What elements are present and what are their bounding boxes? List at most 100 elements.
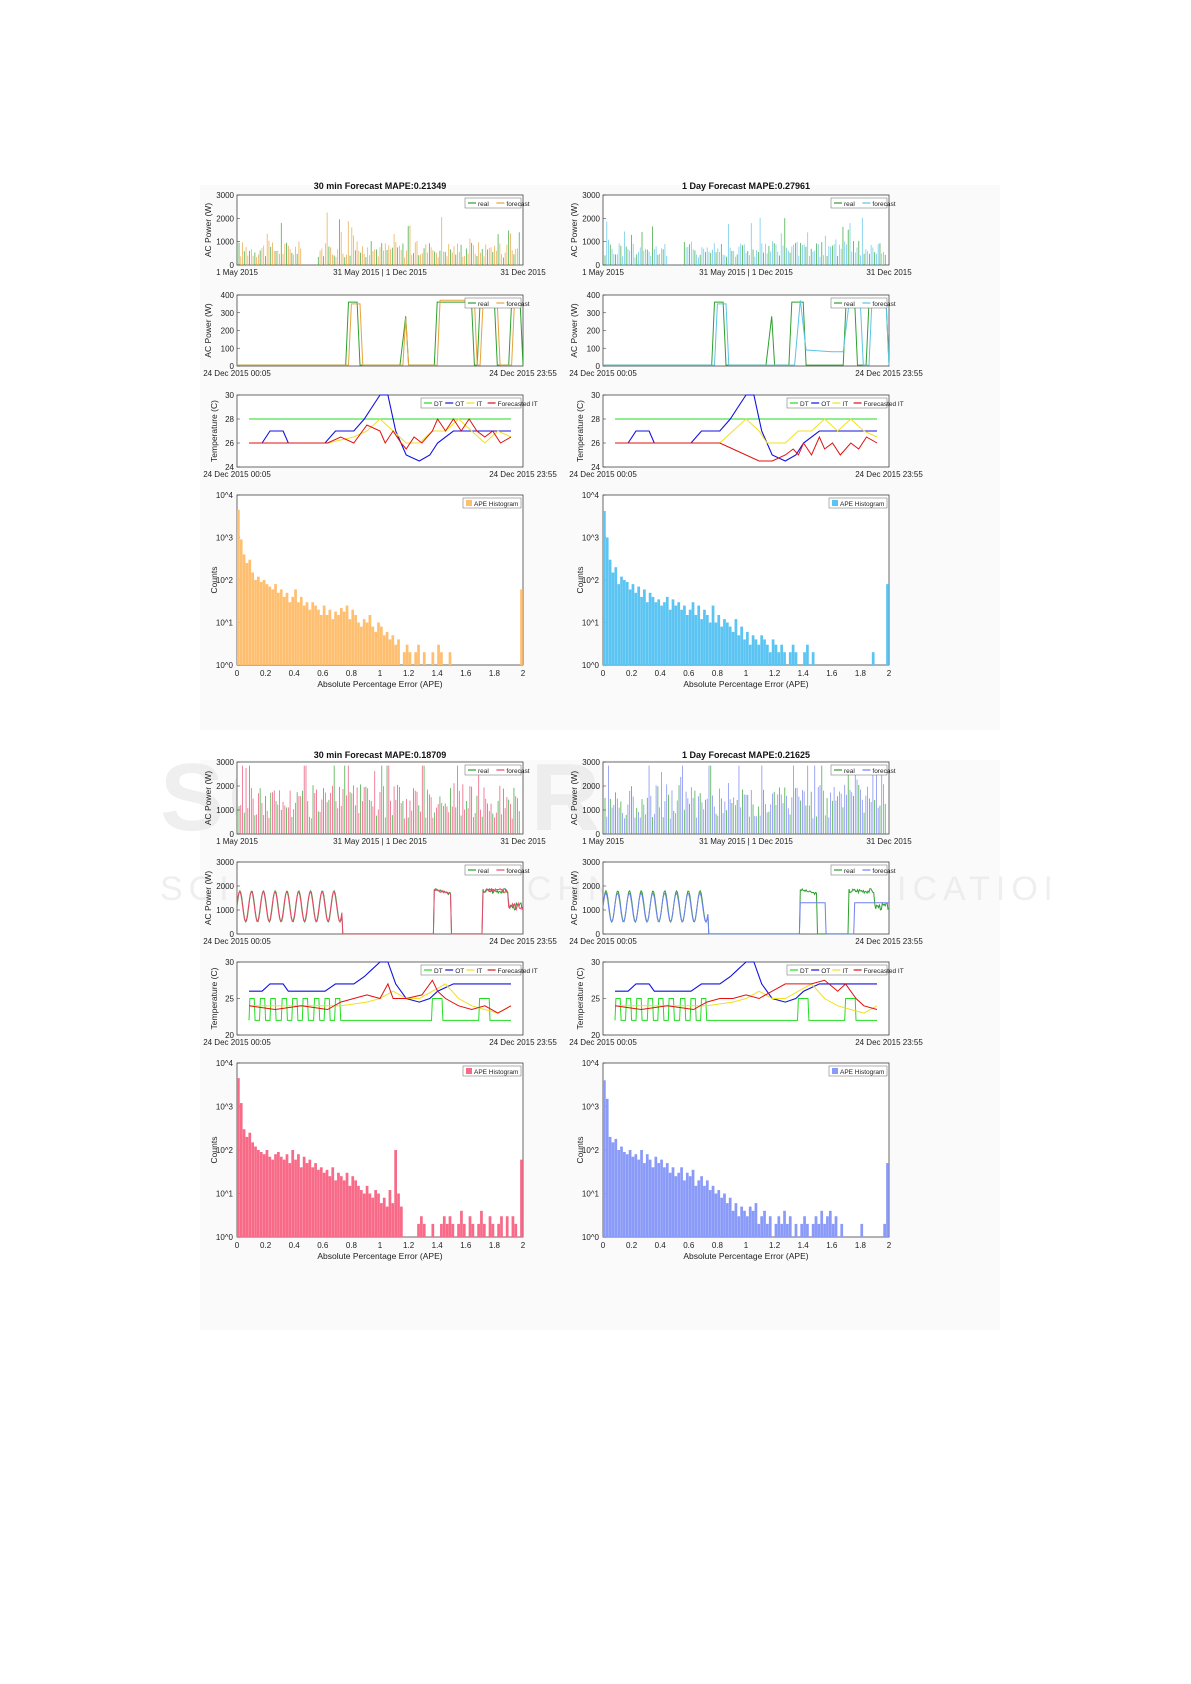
power-day-ytick-label: 0 [230,930,235,939]
power-year-xlabel: 1 May 2015 [216,837,258,846]
ape-histogram-bar [237,1078,240,1237]
temperature-it-line [249,983,512,1014]
ape-histogram-bar [871,652,875,665]
figure-1: 1 Day Forecast MAPE:0.279610100020003000… [569,181,923,689]
ape-histogram-bar [743,1210,746,1237]
ape-histogram-bar [608,559,612,665]
ape-histogram-ytick-label: 10^2 [582,576,600,585]
ape-histogram-bar [605,537,609,665]
ape-histogram-bar [625,1154,629,1237]
ape-histogram-bar [651,596,655,665]
ape-histogram-bar [717,1190,721,1237]
temperature-xlabel: 24 Dec 2015 00:05 [569,470,637,479]
ape-histogram-bar [734,619,738,665]
ape-histogram-bar [768,652,772,665]
ape-histogram-bar [431,652,435,665]
ape-histogram-bar [643,1163,646,1237]
ape-histogram-bar [325,1169,329,1237]
ape-histogram-bar [657,1163,661,1237]
ape-histogram-bar [886,584,889,665]
ape-histogram-xtick-label: 0.8 [712,669,724,678]
ape-histogram-bar [631,584,635,665]
power-day-legend-box [830,297,888,309]
ape-histogram-bar [680,1167,683,1237]
ape-histogram-bar [388,639,392,665]
power-day-ylabel: AC Power (W) [569,303,579,357]
ape-histogram-xtick-label: 0 [235,1241,240,1250]
power-day-ylabel: AC Power (W) [203,871,213,925]
ape-histogram-ytick-label: 10^3 [216,534,234,543]
ape-histogram-bar [708,622,712,665]
ape-histogram-bar [342,611,346,665]
ape-histogram-bar [314,605,317,665]
ape-histogram-ytick-label: 10^2 [216,576,234,585]
ape-histogram-bar [365,622,369,665]
ape-histogram-bar [488,1216,492,1237]
temperature-ytick-label: 28 [591,415,600,424]
ape-histogram-bar [677,602,681,665]
ape-histogram-bar [811,1223,815,1237]
ape-histogram-bar [339,1176,343,1237]
ape-histogram-bar [723,1193,726,1237]
ape-histogram-bar [437,644,440,665]
ape-histogram-bar [308,1159,312,1237]
temperature-xlabel: 24 Dec 2015 00:05 [203,1038,271,1047]
power-day-ytick-label: 2000 [216,882,234,891]
temperature-ytick-label: 24 [225,463,234,472]
power-year-ylabel: AC Power (W) [203,771,213,825]
temperature-legend-entry: IT [476,968,482,975]
ape-histogram-bar [394,1150,398,1237]
ape-histogram-xtick-label: 0.6 [683,1241,695,1250]
ape-histogram-bar [746,1216,749,1237]
power-day-ytick-label: 3000 [582,858,600,867]
ape-histogram-bar [400,1206,403,1237]
temperature-legend-entry: Forecasted IT [864,968,904,975]
ape-histogram-bar [491,1223,495,1237]
ape-histogram-bar [614,1138,618,1237]
ape-histogram-bar [451,1223,455,1237]
ape-histogram-bar [788,1216,792,1237]
power-day-ytick-label: 0 [230,362,235,371]
ape-histogram-bar [342,1180,346,1237]
ape-histogram-legend-box [828,497,888,509]
power-year-ytick-label: 2000 [582,782,600,791]
ape-histogram-bar [259,1151,263,1237]
ape-histogram-xtick-label: 1.8 [489,1241,501,1250]
ape-histogram-bar [757,1223,761,1237]
ape-histogram-bar [803,652,806,665]
ape-histogram-bar [257,1150,260,1237]
ape-histogram-bar [385,631,389,665]
power-year-ytick-label: 1000 [216,238,234,247]
ape-histogram-bar [382,635,386,665]
ape-histogram-bar [791,644,795,665]
ape-histogram-bar [734,1203,738,1237]
ape-histogram-bar [397,639,400,665]
ape-histogram-bar [634,1154,638,1237]
ape-histogram-xtick-label: 1.6 [460,1241,472,1250]
power-year-ytick-label: 3000 [582,758,600,767]
temperature-xlabel: 24 Dec 2015 23:55 [489,470,557,479]
ape-histogram-bar [748,1206,752,1237]
power-day-ytick-label: 400 [221,291,235,300]
ape-histogram-xtick-label: 0.6 [317,669,329,678]
power-year-legend-entry: real [478,768,489,775]
ape-histogram-bar [731,1210,735,1237]
ape-histogram-bar [731,631,735,665]
ape-histogram-bar [651,1167,655,1237]
ape-histogram-bar [660,1159,663,1237]
temperature-ot-line [249,961,511,1003]
ape-histogram-xtick-label: 0.2 [626,1241,638,1250]
ape-histogram-bar [720,1197,723,1237]
power-year-ytick-label: 2000 [216,214,234,223]
ape-histogram-bar [371,626,375,665]
ape-histogram-ytick-label: 10^4 [216,1059,234,1068]
ape-histogram-bar [311,1167,315,1237]
ape-histogram-xtick-label: 2 [887,1241,892,1250]
ape-histogram-bar [605,1098,609,1237]
ape-histogram-bar [640,1150,643,1237]
ape-histogram-bar [345,1172,349,1237]
temperature-forecast-line [614,979,878,1011]
temperature-it-line [249,418,512,444]
ape-histogram-xtick-label: 0 [601,1241,606,1250]
